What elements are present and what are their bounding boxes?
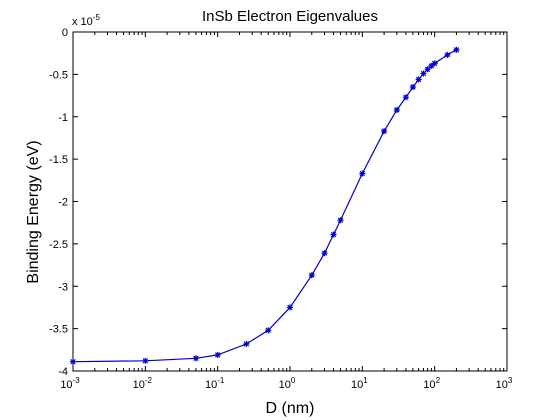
data-point-marker [308, 272, 315, 279]
y-axis-ticks [73, 31, 507, 372]
y-tick-label: -2.5 [49, 239, 68, 251]
x-tick-exponent: 2 [436, 376, 441, 385]
x-tick-base: 10 [351, 379, 363, 391]
data-point-marker [420, 70, 427, 77]
chart-title: InSb Electron Eigenvalues [202, 8, 378, 25]
x-tick-exponent: -1 [217, 376, 225, 385]
x-tick-base: 10 [133, 379, 145, 391]
data-point-marker [453, 46, 460, 53]
data-point-marker [409, 84, 416, 91]
x-tick-exponent: 3 [508, 376, 513, 385]
x-tick-exponent: 1 [363, 376, 368, 385]
data-point-marker [265, 327, 272, 334]
y-axis-label: Binding Energy (eV) [25, 140, 42, 283]
data-point-marker [415, 76, 422, 83]
data-point-marker [424, 66, 431, 73]
y-tick-label: -0.5 [49, 69, 68, 81]
y-axis-tick-labels: 0 -0.5 -1 -1.5 -2 -2.5 -3 -3.5 -4 [49, 27, 68, 378]
y-multiplier-base: x 10 [72, 16, 93, 28]
y-tick-label: -1 [58, 112, 68, 124]
x-tick-label: 100 [279, 376, 296, 391]
x-tick-label: 101 [351, 376, 368, 391]
y-tick-label: -1.5 [49, 154, 68, 166]
y-tick-label: 0 [62, 27, 68, 39]
x-tick-base: 10 [279, 379, 291, 391]
x-tick-label: 10-2 [133, 376, 153, 391]
data-point-marker [214, 351, 221, 358]
data-point-marker [381, 128, 388, 135]
x-tick-exponent: -2 [145, 376, 153, 385]
x-tick-exponent: 0 [291, 376, 296, 385]
data-point-marker [337, 217, 344, 224]
x-axis-ticks [72, 32, 508, 371]
y-tick-label: -4 [58, 366, 68, 378]
x-tick-base: 10 [205, 379, 217, 391]
y-axis-multiplier: x 10-5 [72, 13, 100, 28]
data-point-marker [431, 60, 438, 67]
series-layer [70, 46, 460, 365]
data-point-marker [142, 357, 149, 364]
x-tick-base: 10 [60, 379, 72, 391]
data-point-marker [243, 340, 250, 347]
x-tick-base: 10 [423, 379, 435, 391]
y-tick-label: -2 [58, 197, 68, 209]
data-point-marker [393, 106, 400, 113]
y-multiplier-exponent: -5 [93, 13, 101, 22]
x-tick-exponent: -3 [73, 376, 81, 385]
data-point-marker [359, 170, 366, 177]
data-point-marker [402, 94, 409, 101]
data-point-marker [287, 304, 293, 311]
data-point-marker [444, 51, 451, 58]
data-point-marker [192, 355, 199, 362]
data-point-marker [321, 250, 328, 257]
data-point-marker [330, 231, 337, 238]
x-tick-label: 103 [496, 376, 513, 391]
x-tick-base: 10 [496, 379, 508, 391]
x-axis-tick-labels: 10-3 10-2 10-1 100 101 102 103 [60, 376, 513, 391]
x-axis-label: D (nm) [266, 400, 315, 417]
x-tick-label: 102 [423, 376, 440, 391]
y-tick-label: -3 [58, 281, 68, 293]
data-point-marker [70, 358, 76, 365]
x-tick-label: 10-1 [205, 376, 225, 391]
y-tick-label: -3.5 [49, 324, 68, 336]
x-tick-label: 10-3 [60, 376, 80, 391]
